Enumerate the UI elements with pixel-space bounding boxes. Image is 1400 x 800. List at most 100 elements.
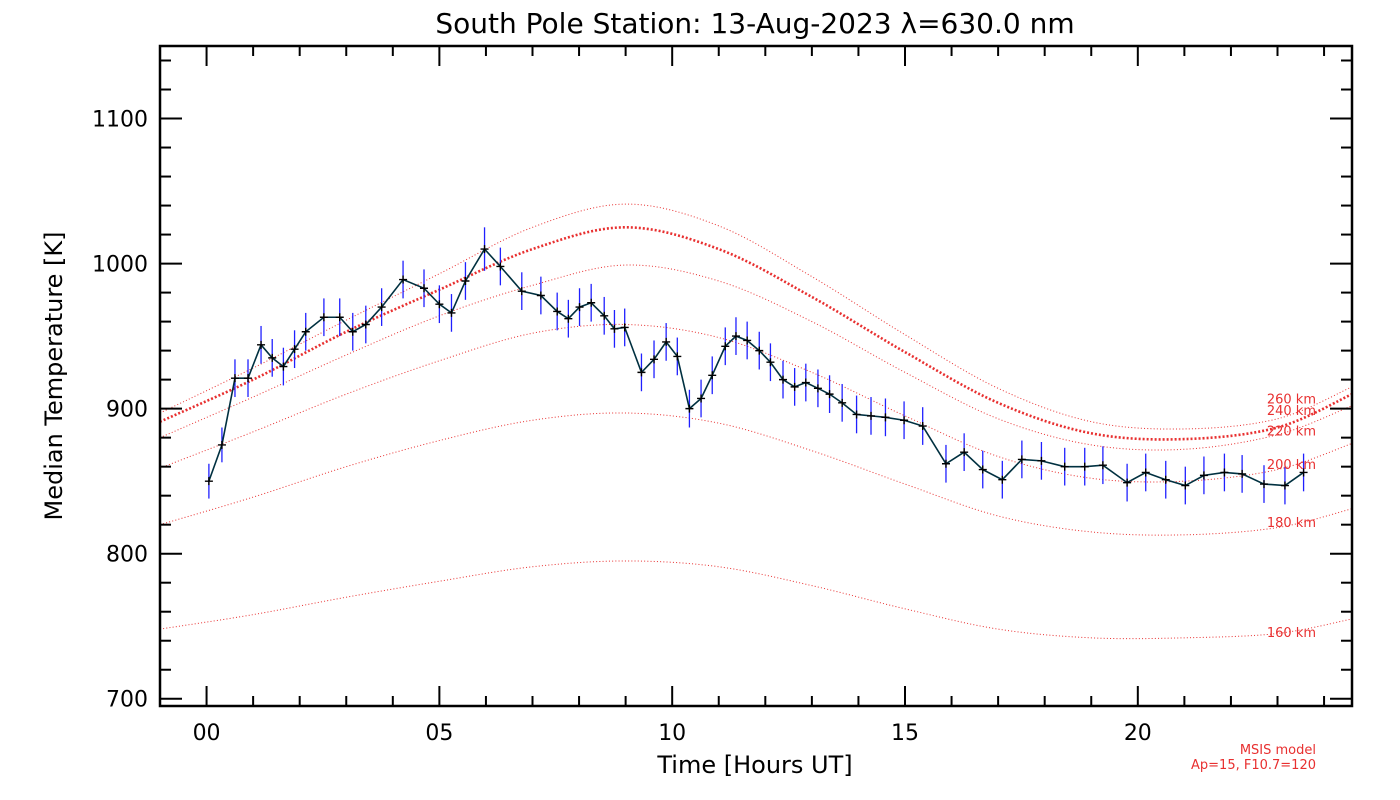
data-point [480, 245, 489, 254]
data-point [587, 298, 596, 307]
data-point [731, 332, 740, 341]
data-point [361, 320, 370, 329]
data-point [564, 314, 573, 323]
axis-ticks [160, 46, 1352, 706]
data-point [662, 337, 671, 346]
plot-frame [158, 44, 1354, 708]
data-point [867, 411, 876, 420]
data-point [801, 378, 810, 387]
data-point [1098, 461, 1107, 470]
x-tick-label: 00 [193, 721, 221, 746]
y-tick-label: 800 [106, 543, 148, 568]
data-point [301, 327, 310, 336]
data-point [319, 313, 328, 322]
data-point [721, 342, 730, 351]
data-point [673, 352, 682, 361]
data-point [517, 287, 526, 296]
y-axis-label: Median Temperature [K] [40, 231, 68, 520]
data-point [204, 477, 213, 486]
data-point [279, 362, 288, 371]
model-note-line-2: Ap=15, F10.7=120 [1191, 758, 1316, 773]
msis-model-curves [159, 203, 1353, 640]
model-curve-180-km [159, 412, 1353, 536]
data-point [838, 398, 847, 407]
data-point [1017, 455, 1026, 464]
model-curve-220-km [159, 264, 1353, 451]
data-point [1123, 478, 1132, 487]
model-curve-160-km [159, 560, 1353, 640]
tick-labels: 00 05 10 15 20 700 800 900 1000 1100 [92, 108, 1152, 746]
altitude-label: 260 km [1267, 392, 1316, 407]
model-curve-260-km [159, 203, 1353, 430]
data-point [755, 346, 764, 355]
data-point [399, 275, 408, 284]
y-tick-label: 1100 [92, 108, 148, 133]
data-point [1199, 471, 1208, 480]
data-point [553, 307, 562, 316]
data-point [825, 390, 834, 399]
data-point [650, 355, 659, 364]
data-point [610, 324, 619, 333]
data-point [1280, 481, 1289, 490]
data-point [447, 308, 456, 317]
data-point [881, 413, 890, 422]
y-tick-label: 700 [106, 688, 148, 713]
data-point [697, 394, 706, 403]
model-note-line-1: MSIS model [1240, 743, 1316, 758]
x-tick-label: 10 [658, 721, 686, 746]
x-tick-label: 15 [891, 721, 919, 746]
data-point [244, 374, 253, 383]
data-point [348, 327, 357, 336]
data-point [978, 465, 987, 474]
altitude-label: 220 km [1267, 424, 1316, 439]
data-point [708, 371, 717, 380]
data-point [1080, 462, 1089, 471]
data-point [420, 284, 429, 293]
data-point [1181, 481, 1190, 490]
data-markers [204, 245, 1308, 490]
data-point [685, 404, 694, 413]
data-point [600, 311, 609, 320]
altitude-label: 160 km [1267, 626, 1316, 641]
data-point [377, 303, 386, 312]
data-point [941, 459, 950, 468]
data-point [257, 340, 266, 349]
chart-title: South Pole Station: 13-Aug-2023 λ=630.0 … [435, 7, 1074, 40]
data-point [960, 448, 969, 457]
data-point [918, 422, 927, 431]
data-point [1161, 475, 1170, 484]
data-point [268, 353, 277, 362]
x-axis-label: Time [Hours UT] [656, 751, 852, 779]
data-point [435, 300, 444, 309]
data-point [1299, 468, 1308, 477]
data-point [1220, 468, 1229, 477]
data-point [852, 410, 861, 419]
data-point [230, 374, 239, 383]
data-point [1260, 480, 1268, 489]
data-point [217, 440, 226, 449]
data-point [335, 313, 344, 322]
x-tick-label: 05 [425, 721, 453, 746]
model-curve-240-km [159, 226, 1353, 441]
data-point [743, 336, 752, 345]
data-point [766, 358, 775, 367]
y-tick-label: 900 [106, 398, 148, 423]
x-tick-label: 20 [1124, 721, 1152, 746]
data-point [575, 303, 584, 312]
data-point [290, 345, 299, 354]
data-point [1060, 462, 1069, 471]
data-point [998, 475, 1007, 484]
data-point [1141, 468, 1150, 477]
y-tick-label: 1000 [92, 253, 148, 278]
data-point [1037, 456, 1046, 465]
error-bars [208, 227, 1305, 505]
data-point [779, 375, 788, 384]
data-point [536, 291, 545, 300]
data-point [900, 416, 909, 425]
altitude-label: 240 km [1267, 404, 1316, 419]
data-point [637, 368, 646, 377]
data-point [461, 276, 470, 285]
data-point [813, 384, 822, 393]
